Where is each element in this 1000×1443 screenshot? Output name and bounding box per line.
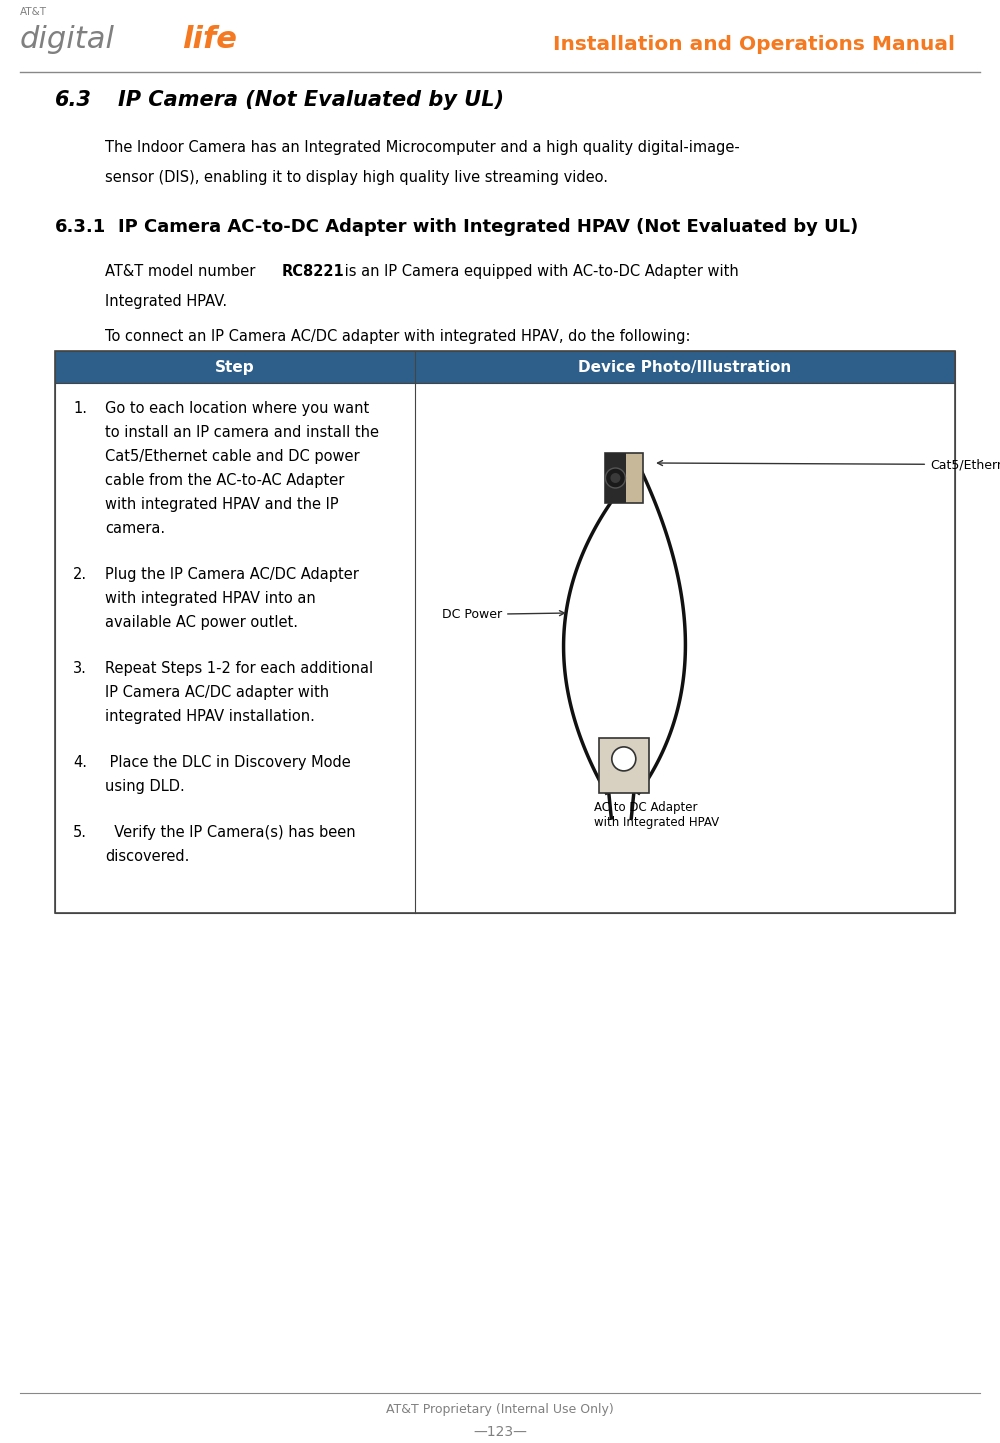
Circle shape: [610, 473, 620, 483]
Text: to install an IP camera and install the: to install an IP camera and install the: [105, 426, 379, 440]
Text: digital: digital: [20, 25, 115, 53]
Text: sensor (DIS), enabling it to display high quality live streaming video.: sensor (DIS), enabling it to display hig…: [105, 170, 608, 185]
Text: Step: Step: [215, 359, 255, 375]
Text: DC Power: DC Power: [442, 608, 564, 620]
Text: AT&T model number: AT&T model number: [105, 264, 260, 278]
Text: is an IP Camera equipped with AC-to-DC Adapter with: is an IP Camera equipped with AC-to-DC A…: [340, 264, 739, 278]
Text: Integrated HPAV.: Integrated HPAV.: [105, 294, 227, 309]
Text: available AC power outlet.: available AC power outlet.: [105, 615, 298, 631]
Text: 5.: 5.: [73, 825, 87, 840]
Bar: [55, 351, 955, 913]
Text: Device Photo/Illustration: Device Photo/Illustration: [578, 359, 792, 375]
Text: 4.: 4.: [73, 755, 87, 771]
Text: 1.: 1.: [73, 401, 87, 416]
Text: camera.: camera.: [105, 521, 165, 535]
Text: To connect an IP Camera AC/DC adapter with integrated HPAV, do the following:: To connect an IP Camera AC/DC adapter wi…: [105, 329, 690, 343]
Text: AT&T Proprietary (Internal Use Only): AT&T Proprietary (Internal Use Only): [386, 1403, 614, 1416]
Text: AT&T: AT&T: [20, 7, 47, 17]
Text: RC8221: RC8221: [281, 264, 344, 278]
Bar: [55, 351, 955, 382]
Text: IP Camera AC-to-DC Adapter with Integrated HPAV (Not Evaluated by UL): IP Camera AC-to-DC Adapter with Integrat…: [118, 218, 858, 237]
Text: The Indoor Camera has an Integrated Microcomputer and a high quality digital-ima: The Indoor Camera has an Integrated Micr…: [105, 140, 740, 154]
Bar: [55, 382, 955, 913]
Text: Go to each location where you want: Go to each location where you want: [105, 401, 369, 416]
Text: Plug the IP Camera AC/DC Adapter: Plug the IP Camera AC/DC Adapter: [105, 567, 359, 582]
Text: 6.3.1: 6.3.1: [55, 218, 106, 237]
Bar: [605, 453, 626, 504]
Text: Cat5/Ethernet: Cat5/Ethernet: [658, 457, 1000, 470]
Bar: [599, 737, 649, 794]
Text: 3.: 3.: [73, 661, 87, 675]
Text: with integrated HPAV into an: with integrated HPAV into an: [105, 592, 316, 606]
Text: Place the DLC in Discovery Mode: Place the DLC in Discovery Mode: [105, 755, 351, 771]
Circle shape: [605, 468, 625, 488]
Text: IP Camera (Not Evaluated by UL): IP Camera (Not Evaluated by UL): [118, 89, 504, 110]
Text: discovered.: discovered.: [105, 848, 189, 864]
Text: using DLD.: using DLD.: [105, 779, 185, 794]
Text: —123—: —123—: [473, 1426, 527, 1439]
Text: Verify the IP Camera(s) has been: Verify the IP Camera(s) has been: [105, 825, 356, 840]
Circle shape: [612, 747, 636, 771]
Text: integrated HPAV installation.: integrated HPAV installation.: [105, 709, 315, 724]
Text: Repeat Steps 1-2 for each additional: Repeat Steps 1-2 for each additional: [105, 661, 373, 675]
Text: IP Camera AC/DC adapter with: IP Camera AC/DC adapter with: [105, 685, 329, 700]
Text: Cat5/Ethernet cable and DC power: Cat5/Ethernet cable and DC power: [105, 449, 360, 465]
Text: cable from the AC-to-AC Adapter: cable from the AC-to-AC Adapter: [105, 473, 344, 488]
Text: AC to DC Adapter
with Integrated HPAV: AC to DC Adapter with Integrated HPAV: [594, 801, 719, 828]
Text: 6.3: 6.3: [55, 89, 92, 110]
Bar: [605, 453, 643, 504]
Text: 2.: 2.: [73, 567, 87, 582]
Text: with integrated HPAV and the IP: with integrated HPAV and the IP: [105, 496, 339, 512]
Text: Installation and Operations Manual: Installation and Operations Manual: [553, 35, 955, 53]
Text: life: life: [182, 25, 237, 53]
